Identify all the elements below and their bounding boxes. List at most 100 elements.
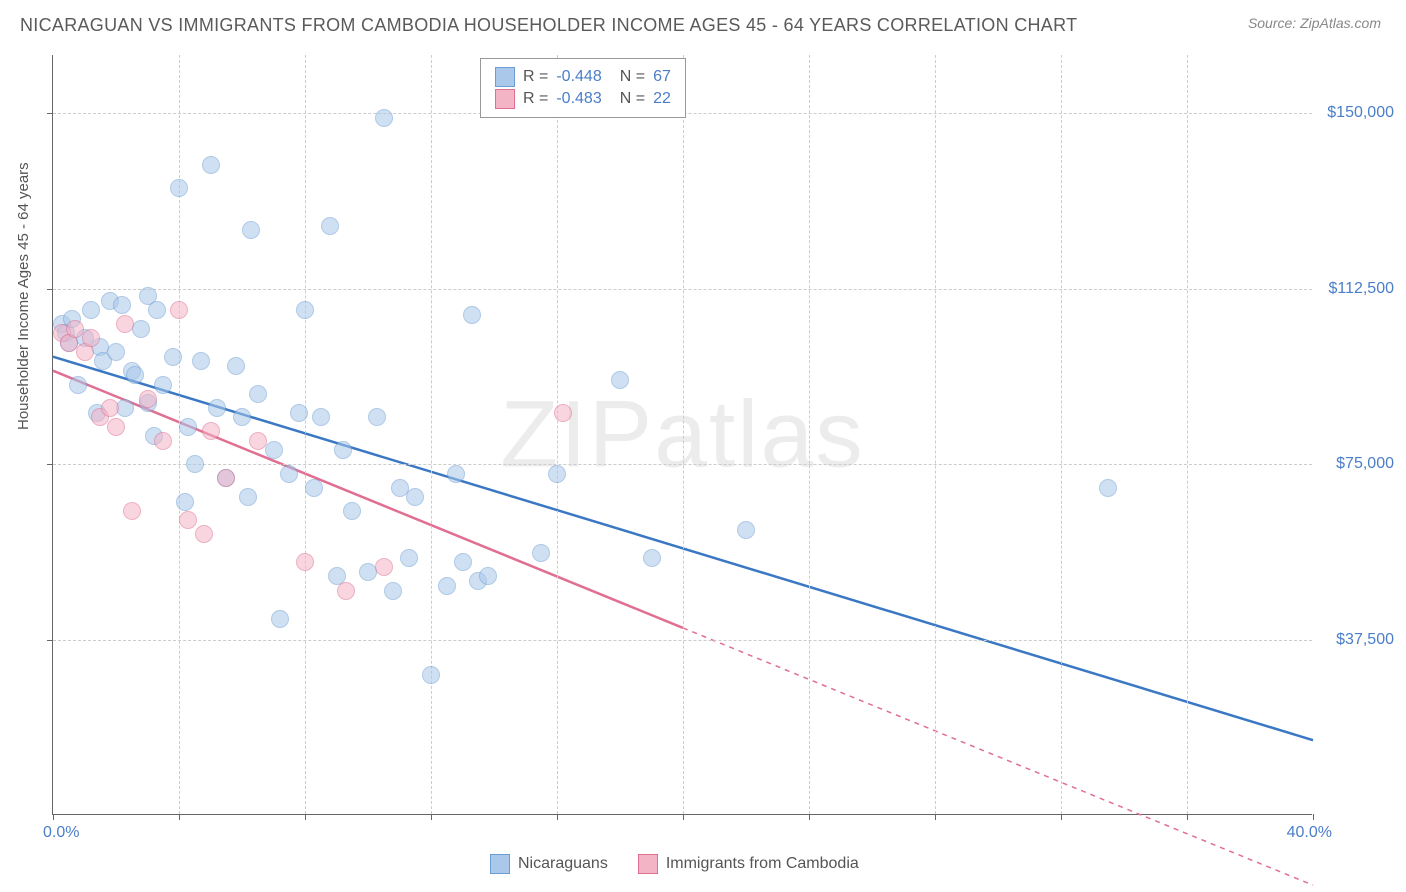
grid-line-v <box>935 55 936 814</box>
data-point <box>192 352 210 370</box>
data-point <box>148 301 166 319</box>
y-tick-label: $37,500 <box>1336 631 1394 649</box>
data-point <box>123 502 141 520</box>
data-point <box>343 502 361 520</box>
y-tick-label: $150,000 <box>1327 104 1394 122</box>
data-point <box>375 109 393 127</box>
grid-line-v <box>305 55 306 814</box>
data-point <box>737 521 755 539</box>
data-point <box>447 465 465 483</box>
data-point <box>479 567 497 585</box>
data-point <box>179 418 197 436</box>
data-point <box>242 221 260 239</box>
data-point <box>532 544 550 562</box>
source-attribution: Source: ZipAtlas.com <box>1248 15 1381 31</box>
data-point <box>296 553 314 571</box>
data-point <box>554 404 572 422</box>
data-point <box>195 525 213 543</box>
data-point <box>375 558 393 576</box>
y-axis-label: Householder Income Ages 45 - 64 years <box>15 162 32 430</box>
data-point <box>265 441 283 459</box>
data-point <box>116 315 134 333</box>
data-point <box>337 582 355 600</box>
data-point <box>611 371 629 389</box>
data-point <box>132 320 150 338</box>
n-value-2: 22 <box>653 90 671 108</box>
x-axis-max-label: 40.0% <box>1287 824 1332 842</box>
data-point <box>164 348 182 366</box>
data-point <box>82 301 100 319</box>
n-value-1: 67 <box>653 68 671 86</box>
correlation-legend: R = -0.448 N = 67 R = -0.483 N = 22 <box>480 58 686 118</box>
data-point <box>312 408 330 426</box>
swatch-bottom-1 <box>490 854 510 874</box>
legend-label-1: Nicaraguans <box>518 855 608 873</box>
regression-line-extrapolated <box>683 628 1313 885</box>
data-point <box>170 301 188 319</box>
data-point <box>1099 479 1117 497</box>
data-point <box>400 549 418 567</box>
series-legend: Nicaraguans Immigrants from Cambodia <box>490 854 859 874</box>
r-value-1: -0.448 <box>556 68 601 86</box>
y-tick-label: $112,500 <box>1328 280 1394 298</box>
data-point <box>384 582 402 600</box>
data-point <box>139 390 157 408</box>
data-point <box>186 455 204 473</box>
r-label: R = <box>523 90 548 108</box>
data-point <box>643 549 661 567</box>
legend-item-2: Immigrants from Cambodia <box>638 854 859 874</box>
data-point <box>233 408 251 426</box>
data-point <box>290 404 308 422</box>
data-point <box>548 465 566 483</box>
data-point <box>406 488 424 506</box>
data-point <box>101 399 119 417</box>
data-point <box>116 399 134 417</box>
data-point <box>154 432 172 450</box>
data-point <box>107 418 125 436</box>
data-point <box>334 441 352 459</box>
grid-line-v <box>1061 55 1062 814</box>
legend-row-series-2: R = -0.483 N = 22 <box>495 89 671 109</box>
data-point <box>113 296 131 314</box>
chart-plot-area: ZIPatlas 0.0% 40.0% $37,500$75,000$112,5… <box>52 55 1312 815</box>
data-point <box>208 399 226 417</box>
n-label: N = <box>620 68 645 86</box>
data-point <box>438 577 456 595</box>
data-point <box>305 479 323 497</box>
grid-line-v <box>179 55 180 814</box>
n-label: N = <box>620 90 645 108</box>
data-point <box>154 376 172 394</box>
grid-line-v <box>683 55 684 814</box>
data-point <box>280 465 298 483</box>
y-tick-label: $75,000 <box>1336 455 1394 473</box>
swatch-bottom-2 <box>638 854 658 874</box>
data-point <box>321 217 339 235</box>
data-point <box>82 329 100 347</box>
data-point <box>296 301 314 319</box>
swatch-series-1 <box>495 67 515 87</box>
data-point <box>126 366 144 384</box>
r-label: R = <box>523 68 548 86</box>
data-point <box>368 408 386 426</box>
swatch-series-2 <box>495 89 515 109</box>
grid-line-v <box>1187 55 1188 814</box>
data-point <box>463 306 481 324</box>
data-point <box>217 469 235 487</box>
data-point <box>202 422 220 440</box>
data-point <box>239 488 257 506</box>
grid-line-v <box>431 55 432 814</box>
r-value-2: -0.483 <box>556 90 601 108</box>
data-point <box>271 610 289 628</box>
legend-item-1: Nicaraguans <box>490 854 608 874</box>
data-point <box>249 432 267 450</box>
chart-title: NICARAGUAN VS IMMIGRANTS FROM CAMBODIA H… <box>20 15 1077 36</box>
data-point <box>179 511 197 529</box>
legend-label-2: Immigrants from Cambodia <box>666 855 859 873</box>
data-point <box>170 179 188 197</box>
grid-line-v <box>809 55 810 814</box>
data-point <box>422 666 440 684</box>
data-point <box>227 357 245 375</box>
grid-line-v <box>557 55 558 814</box>
legend-row-series-1: R = -0.448 N = 67 <box>495 67 671 87</box>
data-point <box>202 156 220 174</box>
